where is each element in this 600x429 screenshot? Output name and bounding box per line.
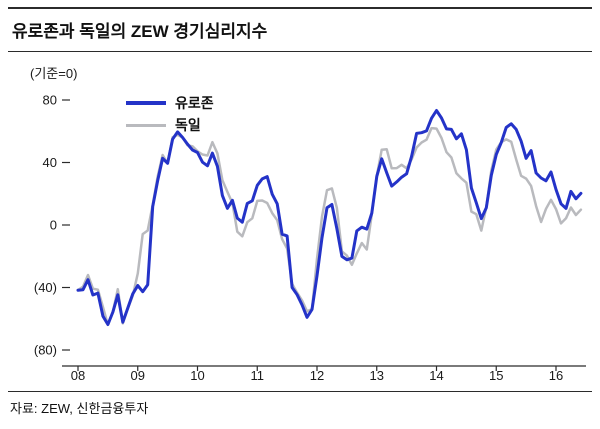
svg-text:15: 15	[489, 368, 503, 383]
svg-text:(80): (80)	[34, 343, 57, 358]
svg-text:0: 0	[50, 218, 57, 233]
legend-item-eurozone: 유로존	[126, 92, 214, 114]
legend-item-germany: 독일	[126, 114, 214, 136]
svg-text:08: 08	[71, 368, 85, 383]
chart-header: 유로존과 독일의 ZEW 경기심리지수	[8, 7, 592, 52]
svg-text:80: 80	[43, 93, 57, 108]
legend-label-eurozone: 유로존	[175, 95, 214, 111]
svg-text:11: 11	[251, 368, 265, 383]
eurozone-line-swatch	[126, 101, 166, 105]
svg-text:13: 13	[370, 368, 384, 383]
svg-text:10: 10	[190, 368, 204, 383]
y-axis-unit-note: (기준=0)	[30, 66, 78, 81]
chart-legend: 유로존 독일	[126, 92, 214, 136]
svg-text:16: 16	[549, 368, 563, 383]
svg-text:(40): (40)	[34, 280, 57, 295]
svg-text:09: 09	[131, 368, 145, 383]
legend-label-germany: 독일	[175, 117, 201, 133]
svg-text:40: 40	[43, 155, 57, 170]
svg-text:14: 14	[429, 368, 443, 383]
chart-title: 유로존과 독일의 ZEW 경기심리지수	[12, 22, 268, 41]
chart-footer: 자료: ZEW, 신한금융투자	[8, 391, 592, 417]
svg-text:12: 12	[310, 368, 324, 383]
germany-line-swatch	[126, 123, 166, 127]
source-text: 자료: ZEW, 신한금융투자	[10, 401, 149, 416]
chart-svg: 80 40 0 (40) (80) 08 09 10 11 12 13 14 15 16	[34, 93, 586, 383]
